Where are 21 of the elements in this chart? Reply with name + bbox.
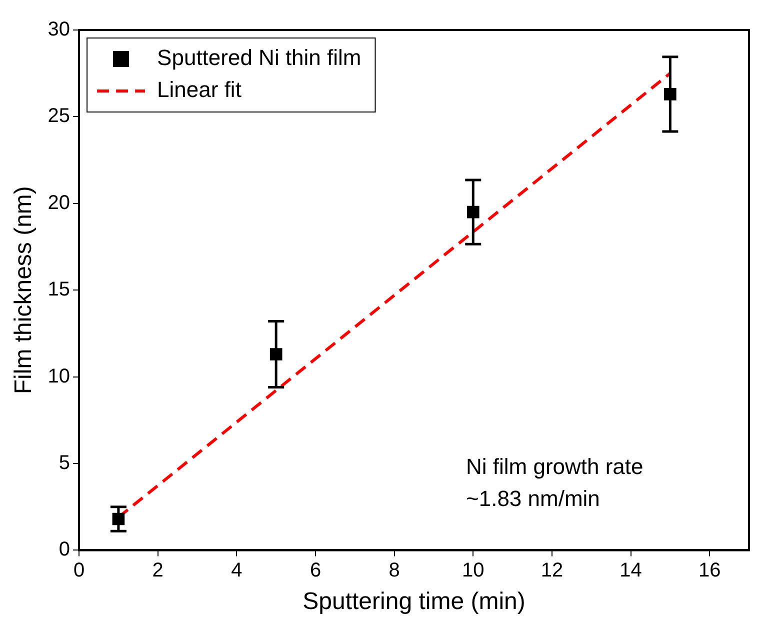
x-tick-label: 16 [698,560,721,582]
y-tick-label: 30 [48,18,70,41]
y-axis-title: Film thickness (nm) [10,186,38,394]
x-tick-label: 14 [620,560,642,582]
x-tick-label: 8 [388,560,400,582]
x-tick-label: 4 [231,560,242,582]
x-axis-title: Sputtering time (min) [302,588,526,616]
x-tick-label: 12 [540,560,564,582]
legend-label: Linear fit [157,77,242,102]
y-tick-label: 5 [58,452,70,474]
annotation: Ni film growth rate ~1.83 nm/min [466,454,644,512]
y-tick-label: 25 [48,105,70,128]
x-tick-label: 6 [310,560,322,582]
legend-label: Sputtered Ni thin film [157,45,362,70]
y-tick-label: 10 [48,365,70,388]
y-tick-label: 0 [58,538,70,561]
x-tick-label: 10 [462,560,484,582]
x-tick-label: 2 [152,560,164,582]
y-tick-label: 20 [48,192,70,214]
x-tick-label: 0 [73,560,85,582]
y-tick-label: 15 [48,278,70,301]
